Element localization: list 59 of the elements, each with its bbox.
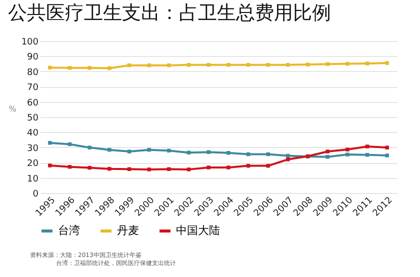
point — [385, 61, 389, 65]
point — [48, 164, 52, 168]
point — [186, 168, 191, 172]
y-tick-label: 90 — [27, 52, 39, 63]
point — [167, 148, 171, 152]
point — [147, 168, 151, 172]
chart-title: 公共医疗卫生支出：占卫生总费用比例 — [8, 2, 332, 24]
legend-label: 中国大陆 — [176, 224, 220, 237]
point — [346, 62, 350, 66]
point — [206, 150, 210, 154]
point — [68, 66, 72, 70]
y-tick-label: 60 — [27, 98, 39, 108]
y-tick-label: 10 — [27, 174, 39, 184]
y-tick-label: 20 — [27, 159, 39, 170]
point — [108, 148, 112, 152]
point — [88, 66, 92, 70]
point — [286, 62, 290, 67]
point — [48, 140, 52, 145]
point — [365, 62, 370, 66]
point — [147, 148, 151, 152]
y-tick-label: 0 — [32, 190, 39, 200]
y-axis-title: % — [8, 104, 17, 114]
y-tick-label: 40 — [27, 128, 39, 139]
point — [48, 66, 52, 70]
point — [88, 166, 92, 170]
point — [286, 154, 290, 158]
point — [326, 62, 330, 66]
point — [88, 146, 92, 150]
point — [306, 62, 310, 66]
point — [385, 146, 389, 150]
point — [127, 150, 132, 154]
y-tick-label: 100 — [21, 38, 39, 48]
point — [206, 166, 210, 170]
point — [226, 151, 230, 155]
point — [147, 63, 151, 68]
point — [186, 150, 191, 154]
y-tick-label: 30 — [27, 144, 39, 154]
point — [326, 150, 330, 154]
y-tick-label: 50 — [27, 114, 39, 124]
point — [385, 154, 389, 158]
point — [326, 154, 330, 159]
point — [266, 62, 270, 67]
point — [346, 148, 350, 152]
legend-label: 丹麦 — [117, 224, 139, 237]
point — [266, 152, 270, 156]
point — [167, 167, 171, 172]
point — [346, 152, 350, 156]
point — [286, 158, 290, 162]
point — [206, 62, 210, 67]
legend-label: 台湾 — [58, 224, 80, 237]
point — [167, 63, 171, 68]
y-tick-label: 70 — [27, 83, 39, 94]
point — [226, 62, 230, 67]
y-tick-label: 80 — [27, 68, 39, 78]
point — [108, 166, 112, 171]
point — [365, 144, 370, 148]
point — [266, 164, 270, 168]
point — [226, 166, 230, 170]
point — [108, 66, 112, 70]
